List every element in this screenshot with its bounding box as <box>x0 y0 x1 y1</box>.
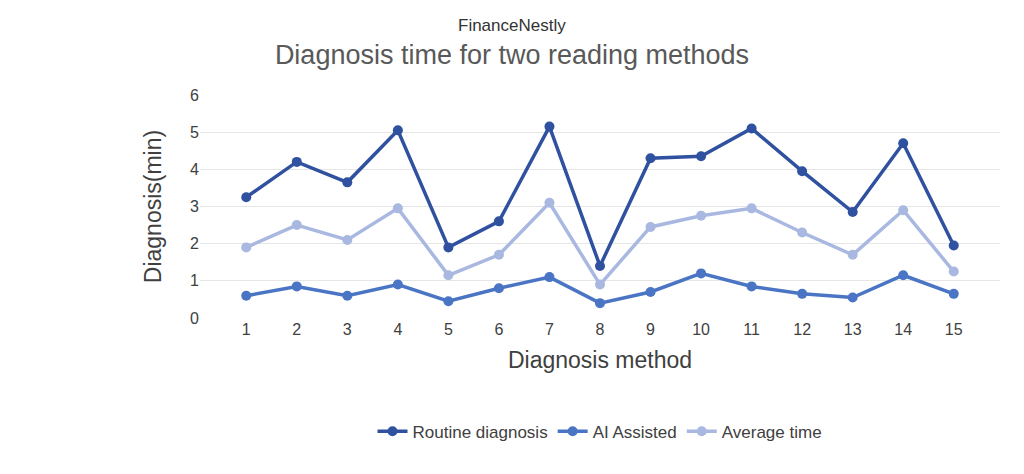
svg-text:1: 1 <box>190 272 199 289</box>
svg-text:0: 0 <box>190 310 199 327</box>
svg-text:7: 7 <box>545 321 554 338</box>
svg-text:4: 4 <box>393 321 402 338</box>
svg-text:10: 10 <box>692 321 710 338</box>
svg-text:13: 13 <box>844 321 862 338</box>
svg-text:6: 6 <box>494 321 503 338</box>
svg-text:Routine diagnosis: Routine diagnosis <box>413 423 548 442</box>
svg-text:5: 5 <box>190 124 199 141</box>
svg-text:Diagnosis(min): Diagnosis(min) <box>140 130 166 283</box>
svg-text:2: 2 <box>292 321 301 338</box>
svg-text:3: 3 <box>190 198 199 215</box>
svg-text:Average time: Average time <box>722 423 822 442</box>
svg-text:5: 5 <box>444 321 453 338</box>
svg-text:2: 2 <box>190 235 199 252</box>
svg-text:3: 3 <box>343 321 352 338</box>
svg-text:15: 15 <box>945 321 963 338</box>
svg-text:1: 1 <box>242 321 251 338</box>
svg-text:9: 9 <box>646 321 655 338</box>
svg-text:Diagnosis time for two reading: Diagnosis time for two reading methods <box>275 40 749 70</box>
svg-text:FinanceNestly: FinanceNestly <box>458 16 566 35</box>
svg-text:AI Assisted: AI Assisted <box>593 423 677 442</box>
svg-text:6: 6 <box>190 87 199 104</box>
svg-text:12: 12 <box>793 321 811 338</box>
svg-text:Diagnosis method: Diagnosis method <box>508 347 692 373</box>
svg-text:8: 8 <box>596 321 605 338</box>
svg-text:14: 14 <box>894 321 912 338</box>
svg-text:4: 4 <box>190 161 199 178</box>
svg-text:11: 11 <box>743 321 760 338</box>
